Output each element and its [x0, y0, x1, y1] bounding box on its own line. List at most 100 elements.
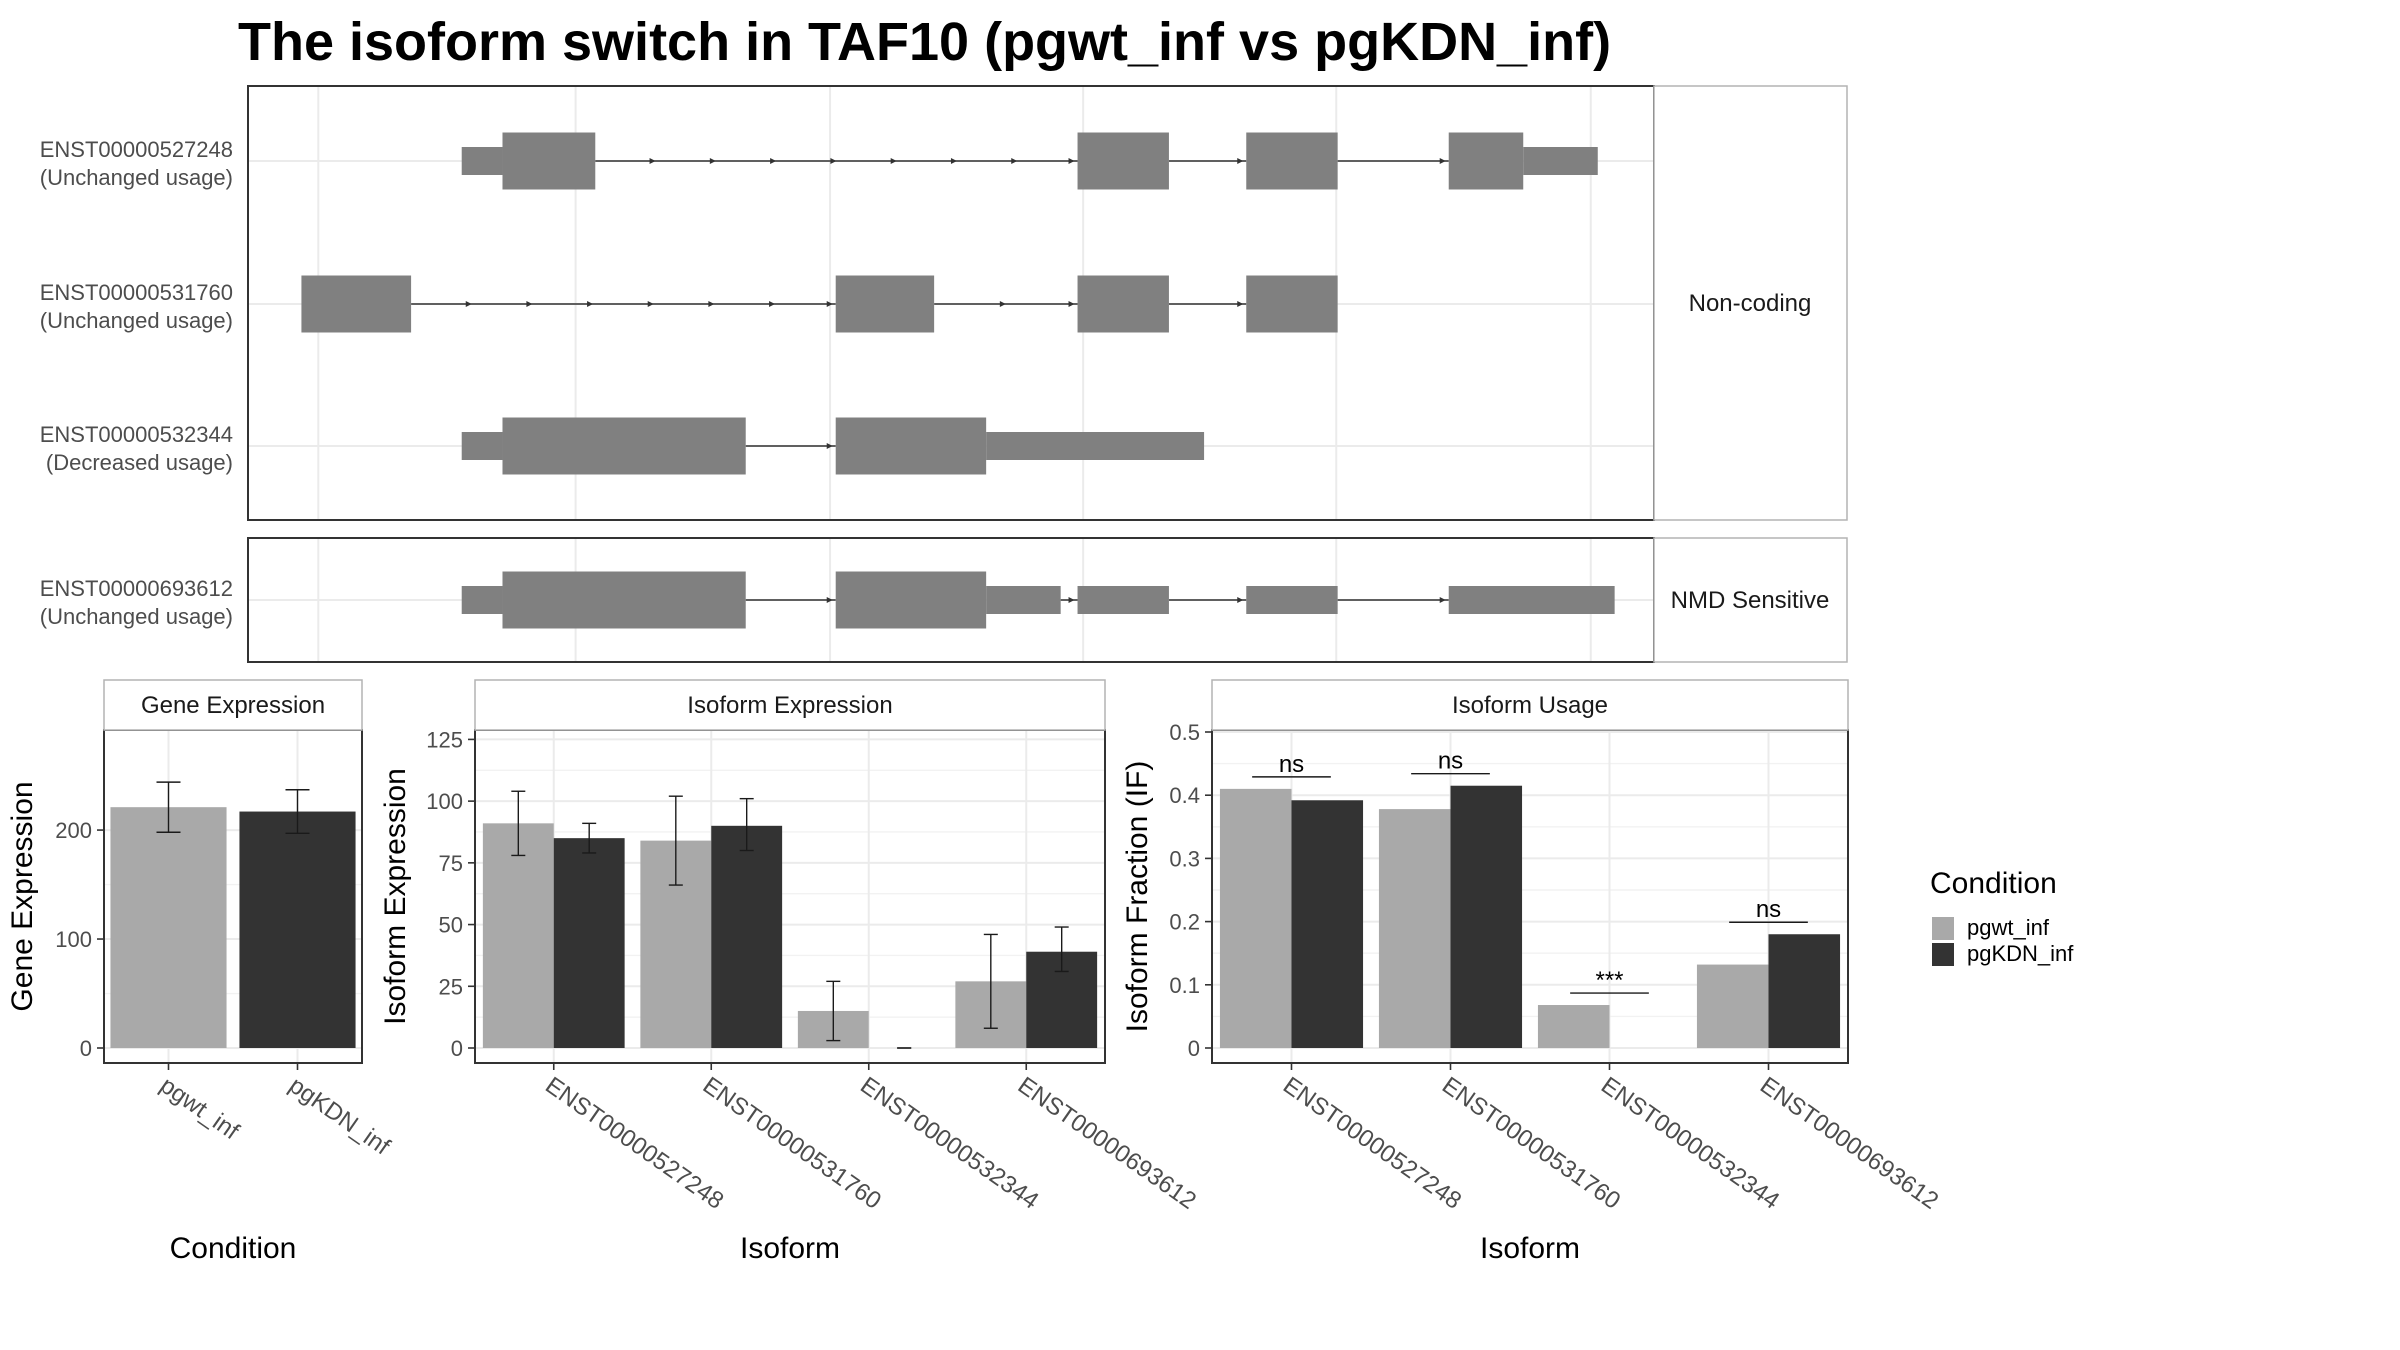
bar-pgKDN_inf-ENST00000527248 — [553, 838, 625, 1048]
isoform-row-status: (Decreased usage) — [46, 450, 233, 475]
facet-strip — [1211, 679, 1849, 731]
exon-cds — [301, 275, 412, 333]
y-axis-title: Isoform Expression — [379, 768, 412, 1025]
bar-pgwt_inf-ENST00000527248 — [482, 823, 554, 1048]
bar-pgKDN_inf-ENST00000531760 — [1450, 785, 1523, 1048]
intron-arrow — [826, 597, 833, 603]
legend-label-pgKDN_inf: pgKDN_inf — [1967, 941, 2074, 966]
y-tick-label: 0 — [80, 1036, 92, 1061]
y-tick-label: 50 — [439, 913, 463, 938]
intron-arrow — [890, 158, 897, 164]
intron-arrow — [1237, 158, 1244, 164]
isoform-structure-panels: ENST00000527248(Unchanged usage)ENST0000… — [40, 85, 1848, 663]
bar-pgwt_inf — [110, 807, 227, 1048]
structure-panel-strip — [1653, 537, 1848, 663]
exon-utr — [986, 586, 1061, 614]
isoform-row-id: ENST00000532344 — [40, 422, 233, 447]
exon-cds — [502, 417, 746, 475]
x-tick-label: pgKDN_inf — [284, 1072, 395, 1161]
bar-pgKDN_inf-ENST00000531760 — [711, 825, 783, 1048]
exon-cds — [1077, 275, 1169, 333]
intron-arrow — [826, 443, 833, 449]
x-axis-title: Isoform — [1480, 1232, 1580, 1265]
y-tick-label: 0 — [1188, 1036, 1200, 1061]
y-tick-label: 125 — [426, 727, 463, 752]
y-tick-label: 0.5 — [1169, 720, 1200, 745]
x-tick-label: pgwt_inf — [155, 1072, 244, 1146]
y-tick-label: 0.2 — [1169, 910, 1200, 935]
bar-panel-1: Gene Expression 0 100 200 pgwt_inf pgKDN_inf C… — [6, 679, 395, 1265]
exon-utr — [986, 432, 1205, 460]
y-tick-label: 0.1 — [1169, 973, 1200, 998]
exon-utr — [1077, 586, 1169, 614]
facet-title: Isoform Expression — [687, 692, 892, 719]
y-tick-label: 0.4 — [1169, 783, 1200, 808]
intron-arrow — [830, 158, 837, 164]
isoform-row-id: ENST00000527248 — [40, 137, 233, 162]
intron-arrow — [1011, 158, 1018, 164]
exon-utr — [461, 432, 503, 460]
y-axis-title: Isoform Fraction (IF) — [1121, 761, 1154, 1033]
y-tick-label: 25 — [439, 974, 463, 999]
facet-strip — [474, 679, 1106, 731]
bar-pgwt_inf-ENST00000532344 — [1537, 1005, 1610, 1048]
intron-arrow — [1439, 158, 1446, 164]
bar-pgKDN_inf-ENST00000693612 — [1768, 934, 1841, 1048]
y-axis-title: Gene Expression — [6, 781, 39, 1011]
exon-utr — [1523, 147, 1598, 175]
intron-arrow — [1237, 597, 1244, 603]
figure-title: The isoform switch in TAF10 (pgwt_inf vs… — [238, 12, 1611, 72]
isoform-row-status: (Unchanged usage) — [40, 604, 233, 629]
exon-utr — [461, 586, 503, 614]
bar-pgKDN_inf-ENST00000527248 — [1291, 800, 1364, 1048]
legend-swatch-pgKDN_inf — [1932, 943, 1954, 966]
exon-utr — [1448, 586, 1615, 614]
structure-panel-label: NMD Sensitive — [1671, 587, 1830, 614]
y-tick-label: 0.3 — [1169, 846, 1200, 871]
intron-arrow — [950, 158, 957, 164]
x-axis-title: Condition — [170, 1232, 297, 1265]
bar-pgKDN_inf — [239, 811, 356, 1048]
intron-arrow — [1068, 597, 1075, 603]
intron-arrow — [647, 301, 654, 307]
exon-cds — [1246, 275, 1338, 333]
y-tick-label: 75 — [439, 851, 463, 876]
exon-utr — [461, 147, 503, 175]
bar-chart-panels: Gene Expression 0 100 200 pgwt_inf pgKDN_inf C… — [6, 679, 1943, 1265]
structure-panel-2: ENST00000693612 (Unchanged usage) NMD Sens… — [40, 537, 1848, 663]
exon-cds — [835, 275, 935, 333]
facet-strip — [103, 679, 363, 731]
intron-arrow — [1068, 301, 1075, 307]
exon-cds — [1077, 132, 1169, 190]
legend-label-pgwt_inf: pgwt_inf — [1967, 915, 2050, 940]
intron-arrow — [1237, 301, 1244, 307]
y-tick-label: 200 — [55, 818, 92, 843]
intron-arrow — [1439, 597, 1446, 603]
y-tick-label: 100 — [55, 927, 92, 952]
legend-swatch-pgwt_inf — [1932, 917, 1954, 940]
significance-label: ns — [1279, 751, 1304, 778]
bar-pgwt_inf-ENST00000527248 — [1219, 788, 1292, 1048]
intron-arrow — [465, 301, 472, 307]
y-tick-label: 0 — [451, 1036, 463, 1061]
bar-panel-2: Isoform Expression0255075100125ENST00000… — [379, 679, 1201, 1265]
intron-arrow — [708, 301, 715, 307]
structure-panel-label: Non-coding — [1689, 290, 1812, 317]
isoform-row-status: (Unchanged usage) — [40, 308, 233, 333]
intron-arrow — [649, 158, 656, 164]
isoform-row-id: ENST00000693612 — [40, 576, 233, 601]
significance-label: *** — [1595, 967, 1623, 994]
intron-arrow — [770, 158, 777, 164]
significance-label: ns — [1438, 748, 1463, 775]
exon-cds — [835, 571, 987, 629]
intron-arrow — [769, 301, 776, 307]
exon-cds — [502, 132, 596, 190]
facet-title: Isoform Usage — [1452, 692, 1608, 719]
intron-arrow — [587, 301, 594, 307]
exon-cds — [835, 417, 987, 475]
isoform-row-status: (Unchanged usage) — [40, 165, 233, 190]
structure-panel-1: ENST00000527248 (Unchanged usage) ENST0000… — [40, 85, 1848, 521]
exon-cds — [1246, 132, 1338, 190]
isoform-row-id: ENST00000531760 — [40, 280, 233, 305]
